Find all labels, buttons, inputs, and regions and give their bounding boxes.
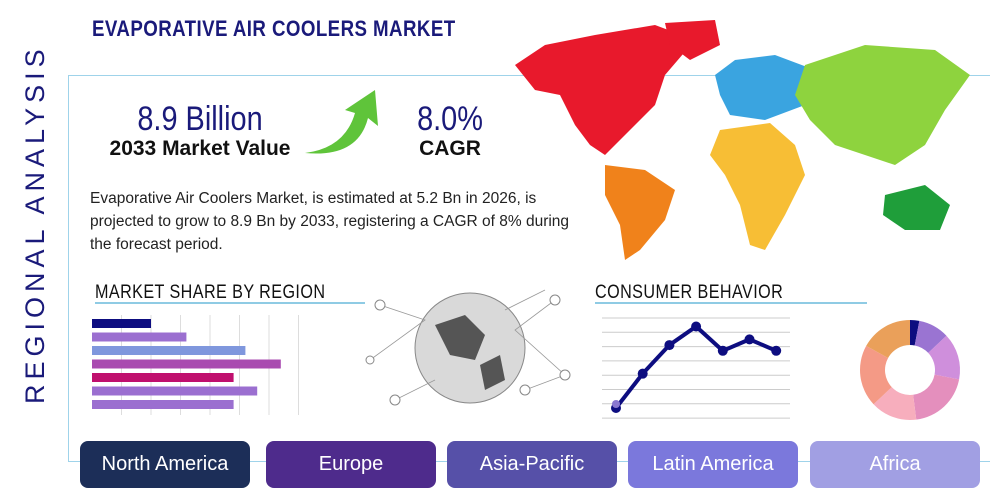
divider: [95, 302, 365, 304]
market-share-heading: MARKET SHARE BY REGION: [95, 282, 326, 303]
donut-slice: [928, 335, 960, 380]
region-button-north-america[interactable]: North America: [80, 441, 250, 488]
consumer-donut-chart: [860, 320, 960, 420]
asia-shape: [795, 45, 970, 165]
south-america-shape: [605, 165, 675, 260]
region-button-europe[interactable]: Europe: [266, 441, 436, 488]
region-button-asia-pacific[interactable]: Asia-Pacific: [447, 441, 617, 488]
region-button-latin-america[interactable]: Latin America: [628, 441, 798, 488]
data-point: [771, 345, 782, 356]
bar: [92, 319, 151, 328]
donut-slice: [860, 345, 892, 405]
bar: [92, 359, 281, 369]
north-america-shape: [515, 25, 695, 155]
data-point: [691, 321, 702, 332]
description: Evaporative Air Coolers Market, is estim…: [90, 190, 570, 253]
data-point: [664, 340, 675, 351]
cagr-label: CAGR: [419, 137, 481, 160]
consumer-behavior-heading: CONSUMER BEHAVIOR: [595, 282, 784, 303]
bar: [92, 346, 246, 355]
page-title: EVAPORATIVE AIR COOLERS MARKET: [92, 16, 456, 41]
market-value-label: 2033 Market Value: [109, 137, 291, 160]
data-point: [717, 345, 728, 356]
bar: [92, 332, 187, 342]
divider: [595, 302, 867, 304]
australia-shape: [883, 185, 950, 230]
market-share-bar-chart: [92, 315, 299, 415]
market-value: 8.9 Billion: [137, 100, 263, 138]
donut-slice: [866, 320, 910, 358]
consumer-line-chart: [602, 317, 790, 419]
data-point: [637, 368, 648, 379]
donut-slice: [914, 320, 947, 353]
bar: [92, 400, 234, 409]
cagr-value: 8.0%: [417, 100, 483, 138]
europe-shape: [715, 55, 815, 120]
region-button-africa[interactable]: Africa: [810, 441, 980, 488]
bar: [92, 386, 258, 396]
africa-shape: [710, 123, 805, 250]
network-globe-icon: [365, 289, 571, 406]
donut-slice: [913, 374, 960, 420]
world-map: [515, 20, 970, 260]
data-point-marker: [612, 399, 620, 408]
bar: [92, 373, 234, 382]
greenland-shape: [665, 20, 720, 60]
growth-arrow-icon: [305, 90, 378, 154]
side-label: REGIONAL ANALYSIS: [20, 38, 51, 410]
donut-slice: [873, 387, 917, 420]
data-point: [744, 334, 755, 345]
donut-slice: [910, 320, 920, 346]
